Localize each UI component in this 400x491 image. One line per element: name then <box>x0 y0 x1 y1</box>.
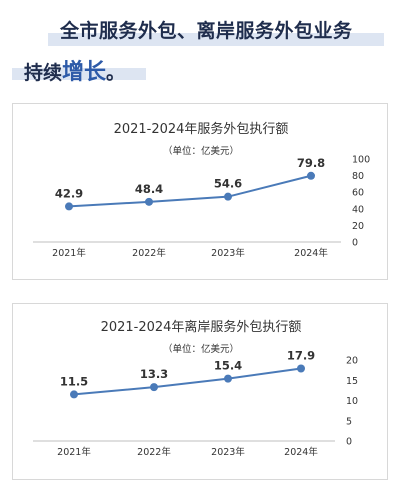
headline-line-2-suffix: 。 <box>106 62 126 84</box>
x-tick-label: 2021年 <box>57 446 91 458</box>
data-point <box>70 390 78 399</box>
x-tick-label: 2022年 <box>137 446 171 458</box>
data-label: 42.9 <box>55 186 83 200</box>
data-point <box>297 364 305 373</box>
chart-outsourcing: 2021-2024年服务外包执行额 （单位：亿美元） 0 20 40 60 80 100 42.… <box>33 121 370 259</box>
y-tick-label: 10 <box>346 396 358 407</box>
y-tick-label: 40 <box>352 204 364 215</box>
y-tick-label: 0 <box>352 238 358 249</box>
series-line <box>73 367 302 396</box>
data-point <box>145 197 153 206</box>
y-tick-label: 20 <box>352 221 364 232</box>
chart-panel-outsourcing: 2021-2024年服务外包执行额 （单位：亿美元） 0 20 40 60 80 100 42.… <box>12 103 388 280</box>
headline-line-2: 持续增长。 <box>24 54 125 86</box>
data-label: 15.4 <box>214 359 242 373</box>
y-tick-label: 60 <box>352 188 364 199</box>
headline-highlight-1 <box>48 33 384 46</box>
data-point <box>150 383 158 392</box>
chart-unit: （单位：亿美元） <box>163 145 239 157</box>
x-tick-label: 2022年 <box>132 247 166 259</box>
headline-highlight-2 <box>12 68 146 80</box>
headline-line-1: 全市服务外包、离岸服务外包业务 <box>60 20 353 42</box>
y-tick-label: 0 <box>346 437 352 448</box>
data-point <box>224 192 232 201</box>
chart-unit: （单位：亿美元） <box>163 343 239 355</box>
x-tick-label: 2021年 <box>52 247 86 259</box>
data-point <box>65 202 73 211</box>
data-label: 13.3 <box>140 367 168 381</box>
y-tick-label: 15 <box>346 376 358 387</box>
chart-title: 2021-2024年服务外包执行额 <box>114 121 289 137</box>
x-tick-label: 2024年 <box>284 446 318 458</box>
chart-title: 2021-2024年离岸服务外包执行额 <box>101 319 302 335</box>
headline: 全市服务外包、离岸服务外包业务 持续增长。 <box>0 0 400 92</box>
headline-emphasis: 增长 <box>62 60 107 85</box>
data-label: 11.5 <box>60 374 88 388</box>
data-label: 48.4 <box>135 182 163 196</box>
y-tick-label: 80 <box>352 171 364 182</box>
chart-offshore: 2021-2024年离岸服务外包执行额 （单位：亿美元） 0 5 10 15 20 11.5 2… <box>33 319 358 458</box>
y-tick-label: 20 <box>346 356 358 367</box>
y-tick-label: 5 <box>346 416 352 427</box>
y-tick-label: 100 <box>352 155 370 166</box>
data-label: 79.8 <box>297 156 325 170</box>
chart-panel-offshore: 2021-2024年离岸服务外包执行额 （单位：亿美元） 0 5 10 15 20 11.5 2… <box>12 303 388 480</box>
x-tick-label: 2023年 <box>211 247 245 259</box>
data-label: 17.9 <box>287 349 315 363</box>
data-point <box>224 374 232 383</box>
data-label: 54.6 <box>214 177 242 191</box>
x-tick-label: 2024年 <box>294 247 328 259</box>
data-point <box>307 171 315 180</box>
series-line <box>68 174 312 208</box>
headline-line-2-prefix: 持续 <box>24 62 63 84</box>
x-tick-label: 2023年 <box>211 446 245 458</box>
